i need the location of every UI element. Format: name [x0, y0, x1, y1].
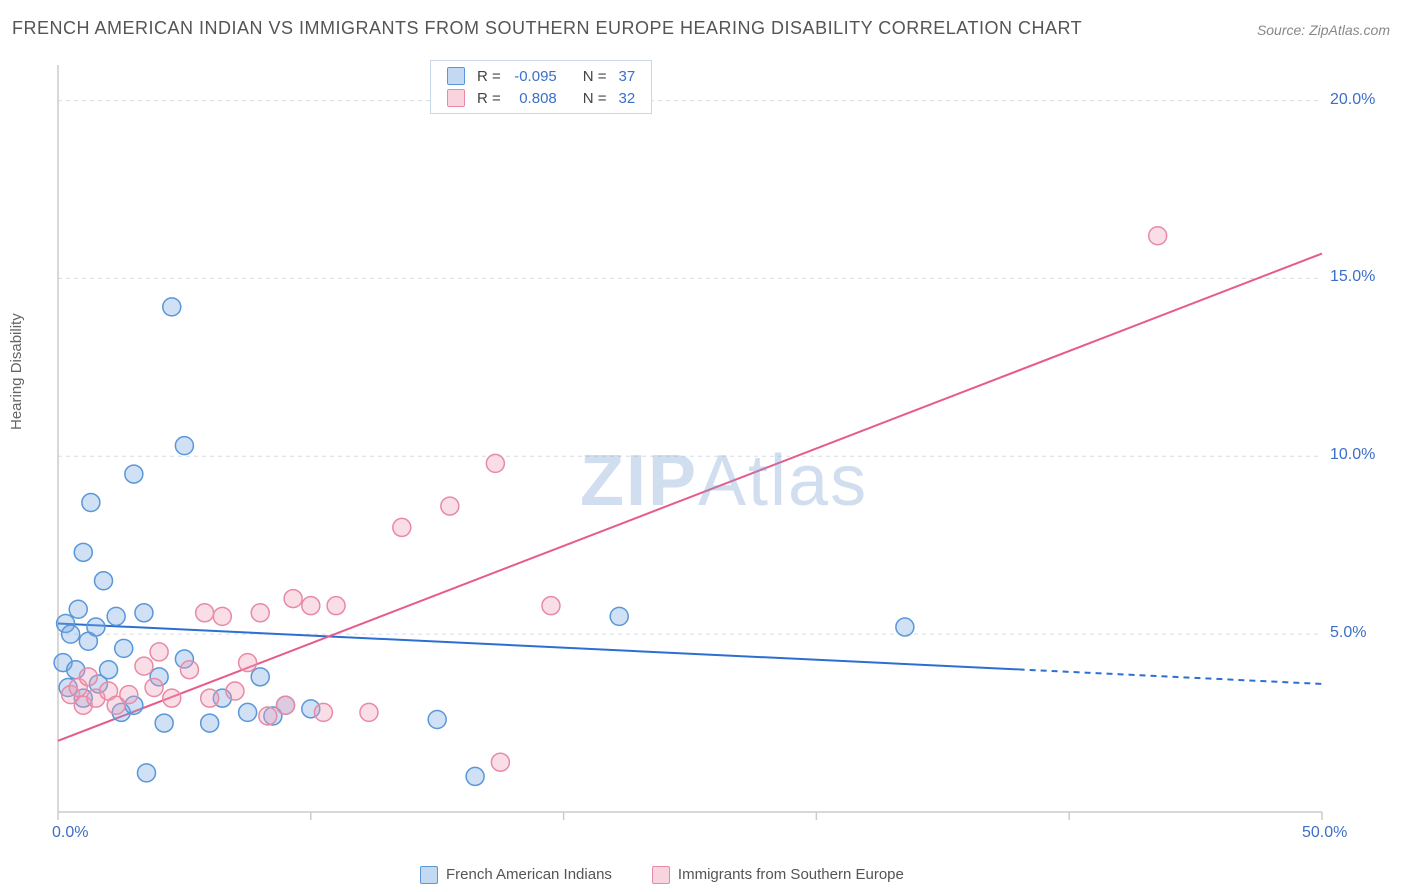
legend-series-item: French American Indians — [420, 866, 612, 883]
legend-series: French American Indians Immigrants from S… — [420, 866, 944, 884]
legend-series-item: Immigrants from Southern Europe — [652, 866, 904, 883]
axis-tick-label: 15.0% — [1330, 268, 1375, 286]
axis-tick-label: 0.0% — [52, 824, 88, 842]
axis-tick-label: 20.0% — [1330, 91, 1375, 109]
axis-tick-label: 5.0% — [1330, 624, 1366, 642]
legend-stat-row: R =0.808N =32 — [441, 87, 641, 109]
chart-container: FRENCH AMERICAN INDIAN VS IMMIGRANTS FRO… — [0, 0, 1406, 892]
legend-stat-row: R =-0.095N =37 — [441, 65, 641, 87]
legend-stats: R =-0.095N =37R =0.808N =32 — [430, 60, 652, 114]
y-axis-label: Hearing Disability — [8, 313, 25, 430]
axis-tick-label: 10.0% — [1330, 446, 1375, 464]
axis-tick-label: 50.0% — [1302, 824, 1347, 842]
source-label: Source: ZipAtlas.com — [1257, 22, 1390, 38]
chart-title: FRENCH AMERICAN INDIAN VS IMMIGRANTS FRO… — [12, 18, 1082, 39]
scatter-plot — [50, 60, 1390, 850]
